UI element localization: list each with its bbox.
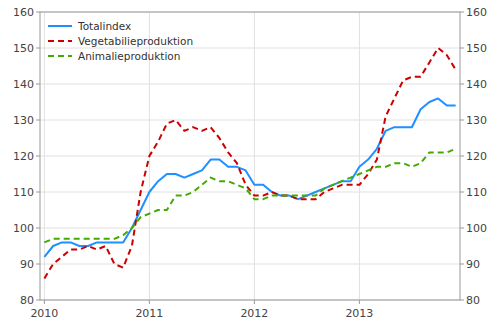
series-line [44,149,455,243]
tick-label: 110 [466,186,487,199]
tick-label: 90 [466,258,480,271]
grid-line [40,48,460,49]
legend-label: Vegetabilieproduktion [78,35,193,47]
tick-mark [36,48,40,49]
tick-label: 130 [466,114,487,127]
grid-line [40,156,460,157]
tick-mark [149,300,150,304]
legend: Totalindex Vegetabilieproduktion Animaliep… [48,20,193,62]
tick-mark [36,264,40,265]
tick-label: 140 [466,78,487,91]
tick-label: 140 [13,78,34,91]
tick-mark [359,300,360,304]
tick-mark [36,84,40,85]
tick-label: 80 [466,294,480,307]
chart: 80 90 100 110 120 130 140 150 160 80 90 100 110 120 13… [0,0,500,330]
tick-mark [460,48,464,49]
tick-label: 2012 [240,307,268,320]
tick-label: 90 [20,258,34,271]
grid-line [40,84,460,85]
tick-label: 100 [13,222,34,235]
tick-mark [254,300,255,304]
tick-mark [460,192,464,193]
tick-mark [36,228,40,229]
tick-label: 80 [20,294,34,307]
grid-line [40,264,460,265]
tick-mark [460,156,464,157]
tick-mark [36,12,40,13]
tick-label: 120 [13,150,34,163]
tick-label: 2011 [135,307,163,320]
legend-swatch [48,40,72,42]
tick-mark [460,120,464,121]
grid [40,12,460,300]
grid-line [254,12,255,300]
tick-mark [460,228,464,229]
tick-label: 160 [13,6,34,19]
tick-mark [36,192,40,193]
tick-label: 130 [13,114,34,127]
tick-mark [36,120,40,121]
series-group [44,48,455,278]
legend-label: Animalieproduktion [78,50,180,62]
tick-mark [44,300,45,304]
tick-mark [460,300,464,301]
tick-label: 2013 [345,307,373,320]
tick-label: 100 [466,222,487,235]
plot-frame [40,12,460,300]
grid-line [40,120,460,121]
tick-label: 150 [13,42,34,55]
legend-label: Totalindex [77,20,131,32]
grid-line [359,12,360,300]
tick-label: 150 [466,42,487,55]
tick-mark [460,12,464,13]
tick-mark [460,84,464,85]
tick-label: 2010 [30,307,58,320]
tick-mark [460,264,464,265]
legend-swatch [48,25,72,27]
legend-swatch [48,55,72,57]
tick-label: 110 [13,186,34,199]
series-line [44,48,455,278]
tick-mark [36,156,40,157]
tick-label: 120 [466,150,487,163]
tick-mark [36,300,40,301]
series-line [44,98,455,256]
axes: 80 90 100 110 120 130 140 150 160 80 90 100 110 120 13… [13,6,487,320]
tick-label: 160 [466,6,487,19]
grid-line [40,228,460,229]
